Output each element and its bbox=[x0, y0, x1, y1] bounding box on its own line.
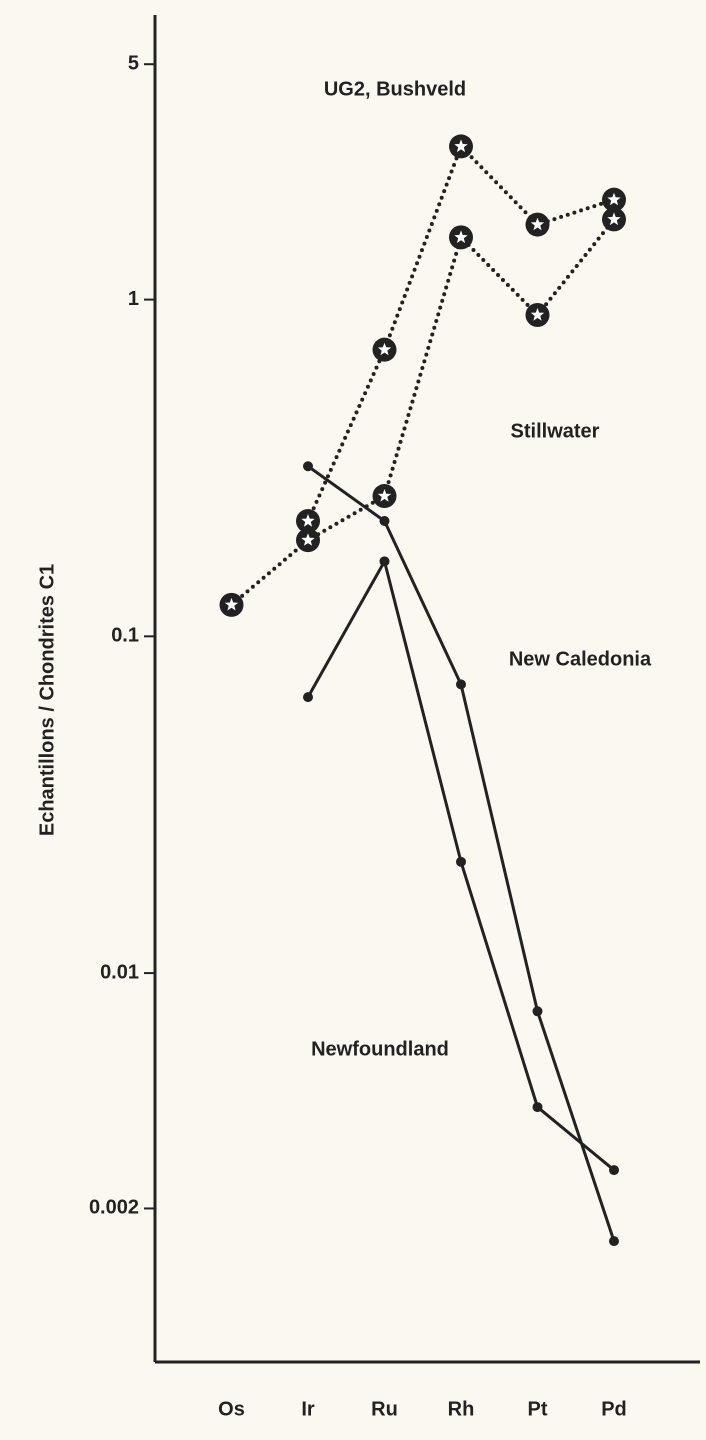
series-line bbox=[307, 465, 616, 1242]
dot-marker bbox=[303, 692, 313, 703]
series-label: New Caledonia bbox=[509, 648, 652, 670]
star-icon bbox=[454, 139, 468, 153]
series-label: Newfoundland bbox=[311, 1038, 449, 1060]
dot-marker bbox=[456, 856, 466, 867]
y-axis-label: Echantillons / Chondrites C1 bbox=[36, 564, 58, 836]
y-tick-label: 0.01 bbox=[100, 961, 139, 983]
star-icon bbox=[454, 230, 468, 244]
y-tick-label: 5 bbox=[128, 52, 139, 74]
y-tick-label: 0.1 bbox=[111, 625, 139, 647]
series-label: Stillwater bbox=[511, 420, 600, 442]
star-icon bbox=[607, 212, 621, 226]
dot-marker bbox=[532, 1102, 543, 1113]
dot-marker bbox=[379, 516, 390, 527]
star-icon bbox=[530, 308, 545, 321]
x-tick-label: Pt bbox=[528, 1398, 548, 1420]
star-icon bbox=[377, 342, 392, 356]
x-tick-label: Pd bbox=[601, 1398, 627, 1420]
star-icon bbox=[224, 597, 239, 611]
dot-marker bbox=[303, 461, 313, 472]
series-line bbox=[229, 217, 616, 607]
star-icon bbox=[301, 533, 315, 546]
x-tick-label: Os bbox=[218, 1398, 245, 1420]
star-icon bbox=[377, 489, 392, 502]
y-tick-label: 1 bbox=[128, 288, 139, 310]
dot-marker bbox=[609, 1165, 619, 1176]
star-icon bbox=[607, 192, 621, 206]
x-tick-label: Ru bbox=[371, 1398, 398, 1420]
series-label: UG2, Bushveld bbox=[324, 78, 466, 100]
star-icon bbox=[301, 514, 315, 527]
dot-marker bbox=[379, 556, 390, 567]
y-tick-label: 0.002 bbox=[89, 1197, 139, 1219]
dot-marker bbox=[609, 1236, 619, 1247]
x-tick-label: Rh bbox=[448, 1398, 475, 1420]
star-icon bbox=[530, 217, 545, 231]
dot-marker bbox=[532, 1006, 543, 1017]
x-tick-label: Ir bbox=[301, 1398, 315, 1420]
series-line bbox=[306, 142, 616, 524]
dot-marker bbox=[456, 679, 466, 690]
